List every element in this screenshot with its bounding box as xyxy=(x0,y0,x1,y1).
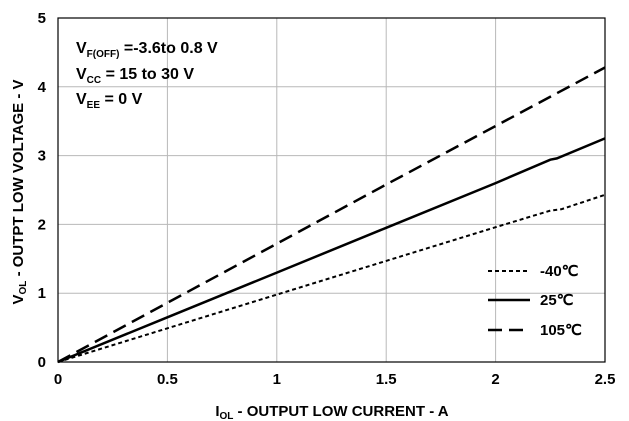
legend-label-25: 25℃ xyxy=(540,292,574,309)
x-tick-label: 0 xyxy=(54,371,62,388)
y-tick-label: 2 xyxy=(38,216,46,233)
x-tick-labels: 0 0.5 1 1.5 2 2.5 xyxy=(54,371,616,388)
annotation-vf-off: VF(OFF) =-3.6to 0.8 V xyxy=(76,40,218,60)
series-line-0 xyxy=(57,193,606,363)
legend: -40℃ 25℃ 105℃ xyxy=(488,263,582,339)
annotation-vee: VEE = 0 V xyxy=(76,91,143,111)
series-line-1 xyxy=(57,137,606,364)
x-tick-label: 2 xyxy=(491,371,499,388)
y-axis-title: VOL - OUTPT LOW VOLTAGE - V xyxy=(10,80,29,305)
y-tick-label: 5 xyxy=(38,10,46,27)
y-tick-labels: 0 1 2 3 4 5 xyxy=(38,10,47,371)
plot-frame xyxy=(57,17,606,363)
x-tick-label: 0.5 xyxy=(157,371,178,388)
x-tick-label: 2.5 xyxy=(595,371,616,388)
x-tick-label: 1.5 xyxy=(376,371,397,388)
y-tick-label: 4 xyxy=(38,79,47,96)
series-lines xyxy=(57,66,606,364)
annotation-vcc: VCC = 15 to 30 V xyxy=(76,66,194,86)
y-tick-label: 3 xyxy=(38,148,46,165)
series-line-2 xyxy=(57,66,606,364)
x-tick-label: 1 xyxy=(273,371,281,388)
legend-label-105: 105℃ xyxy=(540,322,582,339)
y-tick-label: 1 xyxy=(38,285,46,302)
y-tick-label: 0 xyxy=(38,354,46,371)
x-axis-title: IOL - OUTPUT LOW CURRENT - A xyxy=(215,403,448,421)
grid-lines xyxy=(58,18,605,362)
conditions-annotation: VF(OFF) =-3.6to 0.8 V VCC = 15 to 30 V V… xyxy=(76,40,218,111)
legend-label-minus40: -40℃ xyxy=(540,263,579,280)
